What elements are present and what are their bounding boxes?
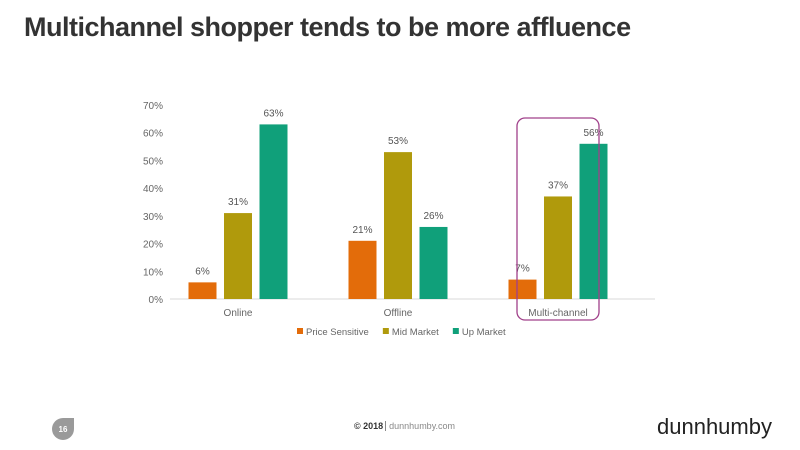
bar-price-sensitive: [508, 279, 537, 299]
bar-mid-market: [544, 196, 572, 299]
data-label: 6%: [195, 266, 210, 277]
slide-title: Multichannel shopper tends to be more af…: [24, 12, 631, 42]
x-category-label: Online: [224, 308, 253, 319]
legend-label: Up Market: [462, 327, 506, 338]
x-category-label: Offline: [384, 308, 413, 319]
dunnhumby-logo: dunnhumby: [657, 414, 772, 439]
data-label: 53%: [388, 136, 408, 147]
legend-label: Price Sensitive: [306, 327, 369, 338]
data-label: 37%: [548, 180, 568, 191]
data-label: 56%: [583, 128, 603, 139]
y-tick-label: 50%: [143, 156, 163, 167]
site-link: dunnhumby.com: [385, 421, 456, 431]
legend-swatch: [382, 328, 389, 334]
y-tick-label: 10%: [143, 267, 163, 278]
legend-swatch: [452, 328, 459, 334]
highlight-box: [516, 117, 600, 321]
y-tick-label: 40%: [143, 184, 163, 195]
data-label: 31%: [228, 197, 248, 208]
bar-up-market: [579, 143, 608, 299]
y-tick-label: 70%: [143, 101, 163, 112]
legend-swatch: [297, 328, 303, 334]
y-tick-label: 60%: [143, 129, 163, 140]
data-label: 21%: [352, 225, 372, 236]
legend-label: Mid Market: [392, 327, 439, 338]
bar-up-market: [419, 226, 448, 299]
x-category-label: Multi-channel: [528, 308, 587, 319]
y-tick-label: 20%: [143, 240, 163, 251]
bar-mid-market: [224, 213, 252, 299]
bar-mid-market: [384, 152, 412, 299]
page-number: 16: [52, 418, 74, 440]
bar-up-market: [259, 124, 288, 300]
y-tick-label: 0%: [149, 295, 164, 306]
data-label: 7%: [515, 264, 530, 275]
y-tick-label: 30%: [143, 212, 163, 223]
copyright: © 2018 dunnhumby.com: [354, 421, 456, 431]
bar-price-sensitive: [348, 240, 377, 299]
bar-price-sensitive: [188, 282, 217, 299]
data-label: 26%: [423, 211, 443, 222]
copyright-year: © 2018: [354, 421, 384, 431]
data-label: 63%: [263, 108, 283, 119]
